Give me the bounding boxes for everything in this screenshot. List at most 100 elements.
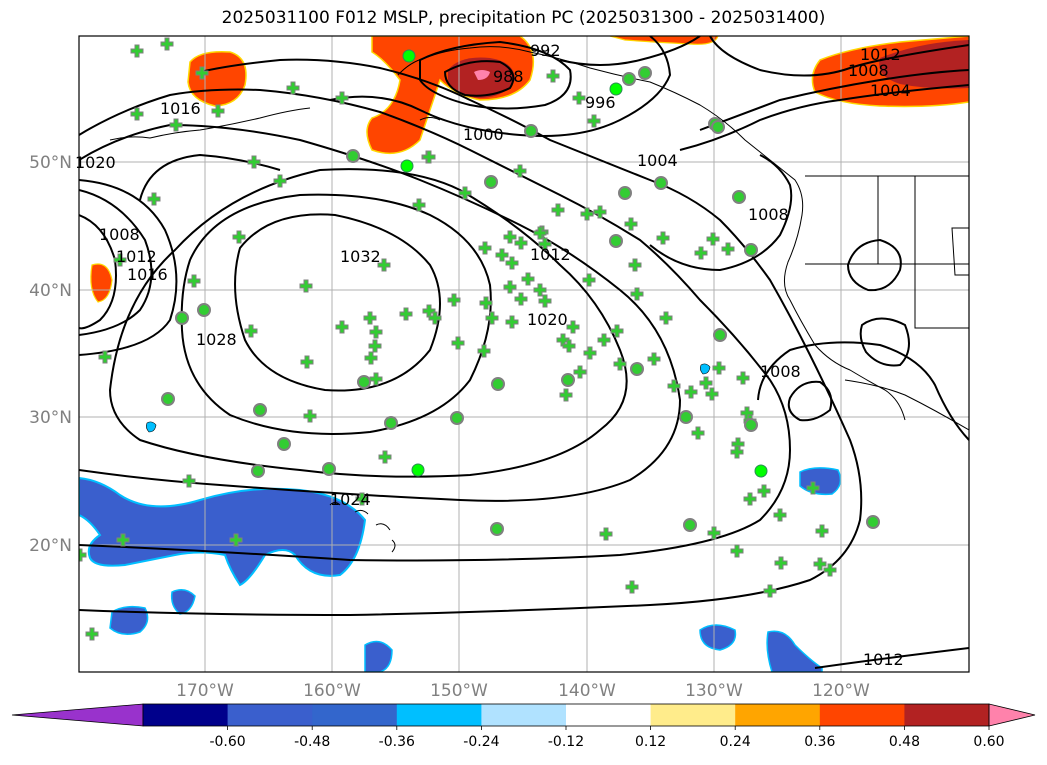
station-plus-marker bbox=[378, 450, 392, 464]
precip-patch-negative bbox=[109, 605, 149, 635]
station-circle-marker bbox=[251, 464, 265, 478]
station-circle-marker bbox=[400, 159, 414, 173]
isobars bbox=[79, 36, 969, 669]
station-plus-marker bbox=[368, 339, 382, 353]
station-circle-marker bbox=[713, 328, 727, 342]
station-plus-marker bbox=[743, 492, 757, 506]
station-plus-marker bbox=[169, 118, 183, 132]
station-circle-marker bbox=[622, 72, 636, 86]
station-circle-marker bbox=[561, 373, 575, 387]
isobar-label: 1024 bbox=[330, 490, 371, 509]
precip-patch-negative bbox=[700, 363, 711, 375]
station-plus-marker bbox=[659, 311, 673, 325]
station-plus-marker bbox=[514, 292, 528, 306]
station-plus-marker bbox=[593, 205, 607, 219]
station-plus-marker bbox=[85, 627, 99, 641]
isobar-label: 1020 bbox=[527, 310, 568, 329]
station-plus-marker bbox=[451, 336, 465, 350]
precip-patch-negative bbox=[170, 589, 196, 615]
colorbar-label: 0.24 bbox=[720, 734, 751, 750]
precip-patch-negative bbox=[699, 624, 737, 651]
station-plus-marker bbox=[573, 365, 587, 379]
precip-patch bbox=[90, 263, 113, 303]
lat-label: 20°N bbox=[29, 536, 72, 556]
station-circle-marker bbox=[175, 311, 189, 325]
precip-patch-negative bbox=[766, 630, 823, 672]
station-plus-marker bbox=[533, 226, 547, 240]
station-plus-marker bbox=[113, 253, 127, 267]
precip-patch bbox=[187, 50, 247, 107]
station-circle-marker bbox=[609, 82, 623, 96]
station-plus-marker bbox=[195, 66, 209, 80]
colorbar-label: -0.12 bbox=[548, 734, 584, 750]
station-circle-marker bbox=[253, 403, 267, 417]
isobar-label: 988 bbox=[493, 67, 524, 86]
station-circle-marker bbox=[411, 463, 425, 477]
station-plus-marker bbox=[773, 508, 787, 522]
station-plus-marker bbox=[335, 320, 349, 334]
isobar-label: 1000 bbox=[463, 125, 504, 144]
station-plus-marker bbox=[521, 272, 535, 286]
isobar-label: 1016 bbox=[127, 265, 168, 284]
station-plus-marker bbox=[286, 81, 300, 95]
station-plus-marker bbox=[514, 236, 528, 250]
lon-label: 150°W bbox=[430, 681, 488, 701]
isobar-label: 1016 bbox=[160, 99, 201, 118]
station-plus-marker bbox=[503, 230, 517, 244]
station-plus-marker bbox=[495, 248, 509, 262]
station-circle-marker bbox=[524, 124, 538, 138]
colorbar-label: 0.12 bbox=[635, 734, 666, 750]
colorbar-segment bbox=[312, 704, 398, 726]
lon-label: 130°W bbox=[685, 681, 743, 701]
station-plus-marker bbox=[273, 174, 287, 188]
station-plus-marker bbox=[582, 273, 596, 287]
station-plus-marker bbox=[182, 474, 196, 488]
station-circle-marker bbox=[357, 375, 371, 389]
colorbar-label: -0.60 bbox=[209, 734, 245, 750]
station-plus-marker bbox=[232, 230, 246, 244]
station-plus-marker bbox=[763, 584, 777, 598]
isobar-label: 1008 bbox=[99, 225, 140, 244]
station-plus-marker bbox=[503, 280, 517, 294]
colorbar-segment bbox=[819, 704, 905, 726]
station-plus-marker bbox=[244, 324, 258, 338]
station-plus-marker bbox=[572, 91, 586, 105]
station-plus-marker bbox=[647, 352, 661, 366]
latitude-labels: 50°N 40°N 30°N 20°N bbox=[29, 153, 72, 556]
station-plus-marker bbox=[458, 186, 472, 200]
station-plus-marker bbox=[699, 376, 713, 390]
lon-label: 160°W bbox=[303, 681, 361, 701]
station-plus-marker bbox=[229, 533, 243, 547]
isobar-label: 1012 bbox=[860, 45, 901, 64]
station-circle-marker bbox=[744, 418, 758, 432]
station-circle-marker bbox=[754, 464, 768, 478]
station-plus-marker bbox=[706, 232, 720, 246]
station-plus-marker bbox=[533, 283, 547, 297]
isobar-label: 996 bbox=[585, 93, 616, 112]
station-plus-marker bbox=[599, 527, 613, 541]
station-circle-marker bbox=[630, 362, 644, 376]
station-circle-marker bbox=[484, 175, 498, 189]
station-plus-marker bbox=[335, 91, 349, 105]
station-plus-marker bbox=[479, 296, 493, 310]
station-circle-marker bbox=[277, 437, 291, 451]
colorbar-segment bbox=[650, 704, 736, 726]
station-circle-marker bbox=[683, 518, 697, 532]
station-plus-marker bbox=[625, 580, 639, 594]
station-plus-marker bbox=[513, 164, 527, 178]
station-plus-marker bbox=[247, 155, 261, 169]
station-plus-marker bbox=[757, 484, 771, 498]
longitude-labels: 170°W 160°W 150°W 140°W 130°W 120°W bbox=[176, 681, 870, 701]
station-plus-marker bbox=[580, 207, 594, 221]
precip-patch-negative bbox=[146, 421, 157, 433]
station-circle-marker bbox=[491, 377, 505, 391]
station-plus-marker bbox=[721, 242, 735, 256]
station-circle-marker bbox=[618, 186, 632, 200]
colorbar-segment bbox=[227, 704, 313, 726]
lat-label: 40°N bbox=[29, 281, 72, 301]
station-circle-marker bbox=[711, 120, 725, 134]
isobar-label: 1008 bbox=[748, 205, 789, 224]
station-circle-marker bbox=[197, 303, 211, 317]
station-plus-marker bbox=[551, 203, 565, 217]
